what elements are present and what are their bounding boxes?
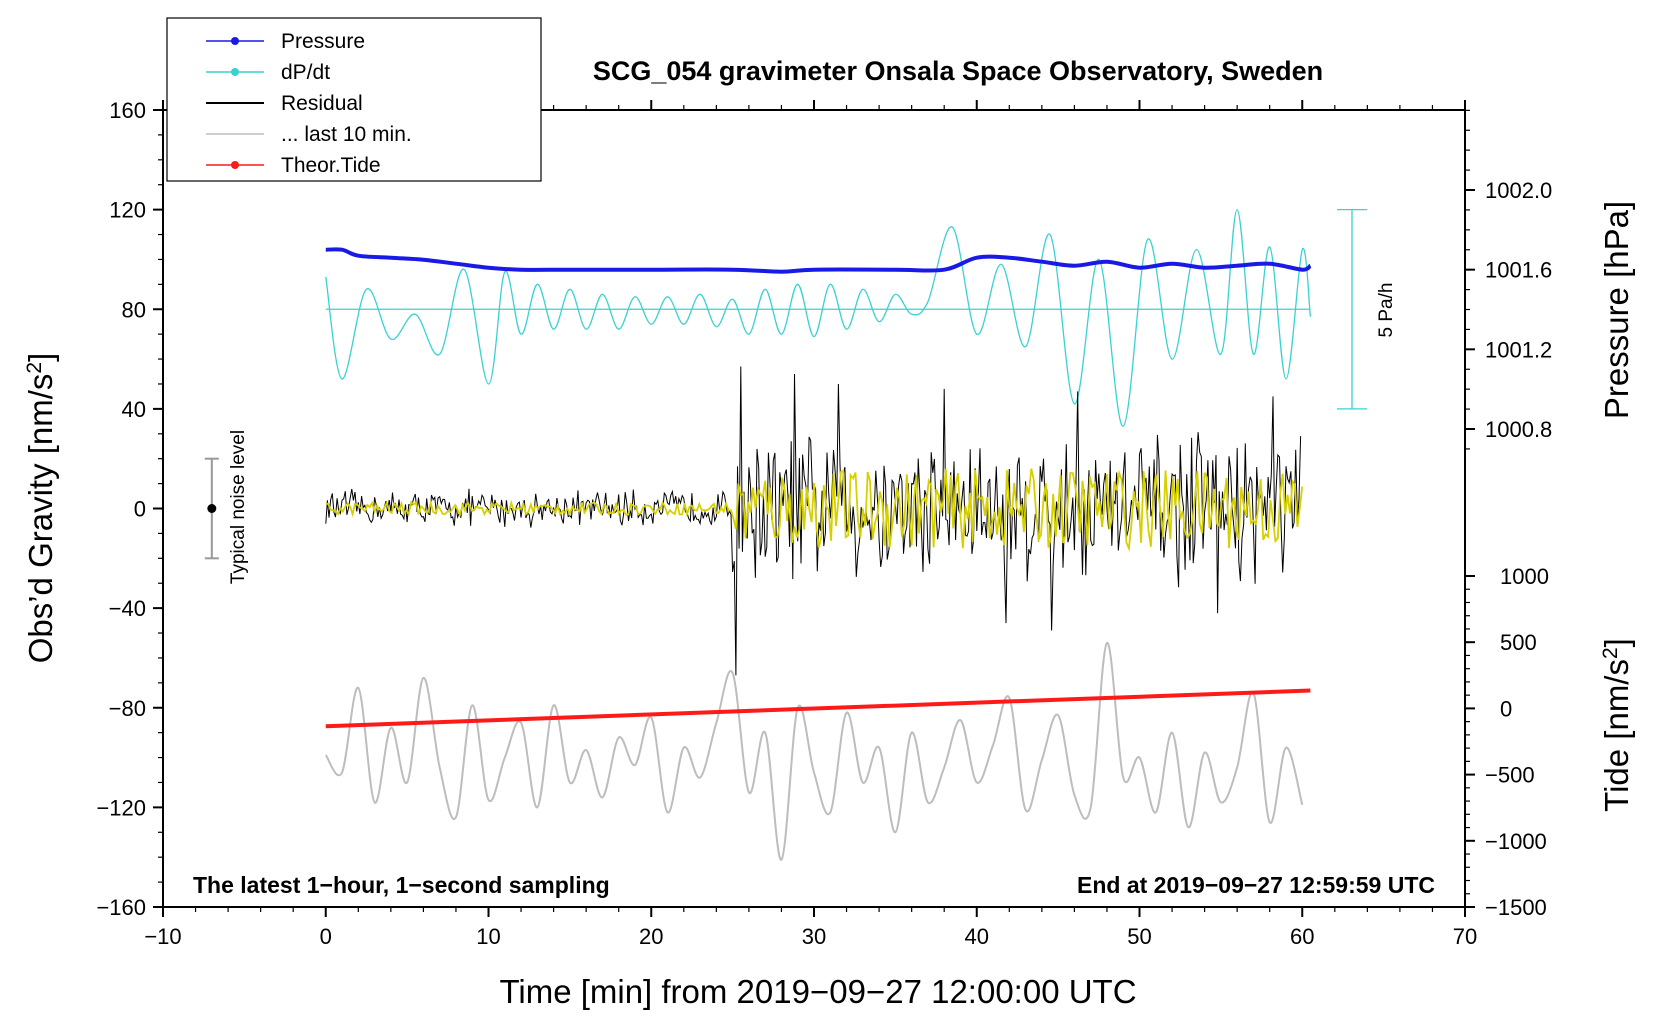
tide-tick-label: 500 bbox=[1500, 630, 1537, 655]
legend: Pressure dP/dt Residual ... last 10 min. The… bbox=[166, 17, 542, 182]
legend-marker bbox=[231, 68, 239, 76]
x-tick-label: 70 bbox=[1453, 924, 1477, 949]
annotation-left: The latest 1−hour, 1−second sampling bbox=[193, 872, 610, 898]
legend-label: ... last 10 min. bbox=[281, 123, 412, 146]
legend-label: Residual bbox=[281, 92, 363, 115]
y-axis-label-left: Obs’d Gravity [nm/s2] bbox=[22, 353, 59, 664]
legend-marker bbox=[231, 37, 239, 45]
pressure-tick-label: 1000.8 bbox=[1485, 417, 1552, 442]
y-axis-label-tide: Tide [nm/s2] bbox=[1598, 638, 1635, 812]
x-axis-label: Time [min] from 2019−09−27 12:00:00 UTC bbox=[499, 973, 1136, 1010]
noise-level-label: Typical noise level bbox=[228, 430, 249, 584]
x-tick-label: 40 bbox=[965, 924, 989, 949]
pressure-tick-label: 1001.2 bbox=[1485, 337, 1552, 362]
last10-line bbox=[324, 641, 1304, 861]
y-tick-label: 0 bbox=[134, 497, 146, 522]
legend-label: Theor.Tide bbox=[281, 154, 381, 177]
tide-tick-label: −1500 bbox=[1485, 895, 1547, 920]
annotation-right: End at 2019−09−27 12:59:59 UTC bbox=[1077, 872, 1435, 898]
x-tick-label: 20 bbox=[639, 924, 663, 949]
tide-line bbox=[325, 688, 1311, 729]
series-layer bbox=[204, 208, 1367, 861]
pressure-line bbox=[325, 247, 1312, 274]
legend-box bbox=[166, 17, 542, 182]
dpdt-line bbox=[325, 208, 1312, 427]
smoothed-residual-line bbox=[325, 468, 1304, 552]
y-tick-label: 40 bbox=[122, 397, 146, 422]
x-tick-label: 0 bbox=[320, 924, 332, 949]
legend-label: dP/dt bbox=[281, 61, 330, 84]
y-tick-label: −80 bbox=[109, 696, 146, 721]
tide-tick-label: −500 bbox=[1485, 763, 1535, 788]
x-tick-label: 30 bbox=[802, 924, 826, 949]
noise-bar-dot bbox=[207, 504, 217, 513]
y-tick-label: 80 bbox=[122, 297, 146, 322]
x-tick-label: −10 bbox=[144, 924, 181, 949]
y-tick-label: −40 bbox=[109, 596, 146, 621]
axis-ticks: −10 0 10 20 30 40 50 60 70 160 120 80 40 0 −40 −80 −120 −… bbox=[96, 98, 1552, 949]
dpdt-scale-label: 5 Pa/h bbox=[1376, 283, 1397, 338]
pressure-tick-label: 1002.0 bbox=[1485, 178, 1552, 203]
x-tick-label: 10 bbox=[476, 924, 500, 949]
x-tick-label: 50 bbox=[1127, 924, 1151, 949]
legend-marker bbox=[231, 161, 239, 169]
y-tick-label: 160 bbox=[109, 98, 146, 123]
tide-tick-label: 1000 bbox=[1500, 564, 1549, 589]
tide-tick-label: 0 bbox=[1500, 696, 1512, 721]
tide-tick-label: −1000 bbox=[1485, 829, 1547, 854]
legend-label: Pressure bbox=[281, 30, 365, 53]
x-tick-label: 60 bbox=[1290, 924, 1314, 949]
y-tick-label: −160 bbox=[96, 895, 146, 920]
y-axis-label-pressure: Pressure [hPa] bbox=[1598, 201, 1635, 419]
y-tick-label: 120 bbox=[109, 198, 146, 223]
pressure-tick-label: 1001.6 bbox=[1485, 258, 1552, 283]
y-tick-label: −120 bbox=[96, 795, 146, 820]
chart-title: SCG_054 gravimeter Onsala Space Observat… bbox=[593, 56, 1323, 86]
